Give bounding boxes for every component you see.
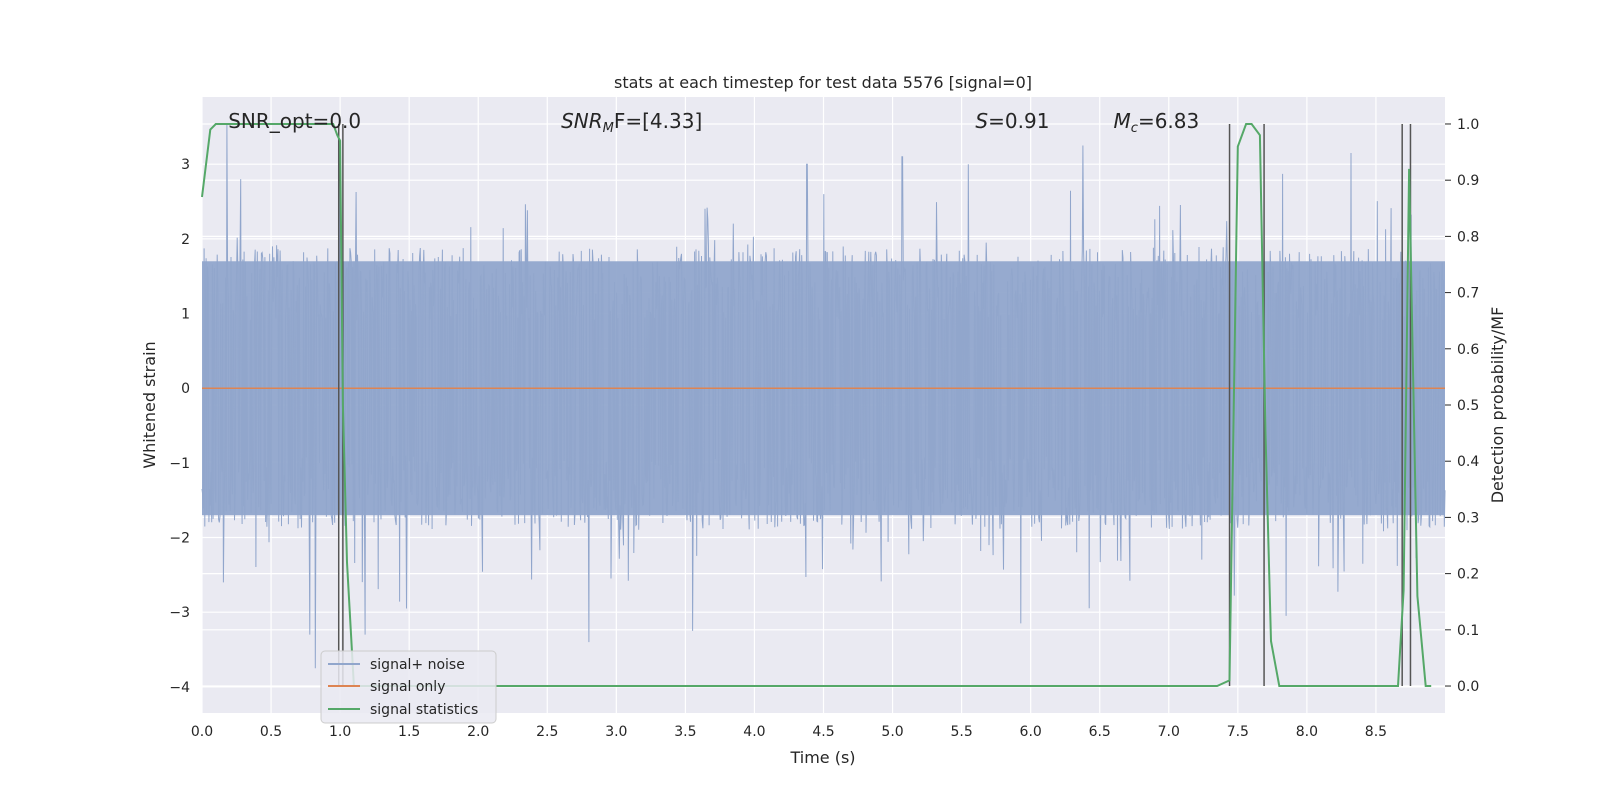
x-tick-label: 3.0 — [605, 724, 627, 740]
y-axis-right-ticks: 0.0 0.1 0.2 0.3 0.4 0.5 0.6 0.7 0.8 0.9 1.0 — [1445, 117, 1479, 695]
legend-label-signal-statistics: signal statistics — [370, 702, 478, 718]
y-axis-label: Whitened strain — [140, 341, 159, 468]
x-axis-ticks: 0.0 0.5 1.0 1.5 2.0 2.5 3.0 3.5 4.0 4.5 5.0 5.5 6.0 6… — [191, 724, 1387, 740]
x-tick-label: 8.0 — [1296, 724, 1318, 740]
x-tick-label: 0.0 — [191, 724, 213, 740]
y-right-tick-label: 0.1 — [1457, 623, 1479, 639]
annotations: SNR_opt=0.0 SNRMF=[4.33] S=0.91 Mc=6.83 — [228, 109, 1199, 136]
y-tick-label: −1 — [169, 456, 190, 472]
annotation-snr-mf: SNRMF=[4.33] — [561, 109, 702, 136]
y-tick-label: −4 — [169, 680, 190, 696]
x-tick-label: 3.5 — [674, 724, 696, 740]
y-right-tick-label: 0.7 — [1457, 286, 1479, 302]
x-axis-label: Time (s) — [789, 748, 855, 767]
annotation-mc-val: Mc=6.83 — [1114, 109, 1200, 136]
x-tick-label: 6.5 — [1089, 724, 1111, 740]
y-tick-label: 3 — [181, 157, 190, 173]
chart-title: stats at each timestep for test data 557… — [614, 73, 1032, 92]
y-right-tick-label: 0.8 — [1457, 229, 1479, 245]
y-axis-right-label: Detection probability/MF — [1488, 307, 1507, 504]
x-tick-label: 0.5 — [260, 724, 282, 740]
y-right-tick-label: 0.2 — [1457, 567, 1479, 583]
x-tick-label: 1.5 — [398, 724, 420, 740]
x-tick-label: 5.0 — [881, 724, 903, 740]
y-right-tick-label: 1.0 — [1457, 117, 1479, 133]
x-tick-label: 7.5 — [1227, 724, 1249, 740]
y-right-tick-label: 0.0 — [1457, 679, 1479, 695]
y-tick-label: −2 — [169, 531, 190, 547]
noise-line — [201, 123, 1446, 669]
y-axis-left-ticks: −4 −3 −2 −1 0 1 2 3 — [169, 157, 190, 696]
x-tick-label: 1.0 — [329, 724, 351, 740]
y-right-tick-label: 0.9 — [1457, 173, 1479, 189]
x-tick-label: 4.5 — [812, 724, 834, 740]
y-right-tick-label: 0.3 — [1457, 510, 1479, 526]
series-signal-statistics — [201, 123, 1432, 687]
y-right-tick-label: 0.4 — [1457, 454, 1479, 470]
x-tick-label: 8.5 — [1365, 724, 1387, 740]
signal-statistics-line — [201, 123, 1432, 687]
x-tick-label: 7.0 — [1158, 724, 1180, 740]
legend-label-signal-noise: signal+ noise — [370, 657, 465, 673]
annotation-snr-opt: SNR_opt=0.0 — [228, 109, 361, 133]
y-right-tick-label: 0.5 — [1457, 398, 1479, 414]
legend: signal+ noise signal only signal statist… — [320, 650, 497, 724]
x-tick-label: 6.0 — [1020, 724, 1042, 740]
y-tick-label: 0 — [181, 381, 190, 397]
y-tick-label: 2 — [181, 232, 190, 248]
x-tick-label: 2.0 — [467, 724, 489, 740]
x-tick-label: 5.5 — [950, 724, 972, 740]
legend-box — [320, 650, 497, 724]
x-tick-label: 2.5 — [536, 724, 558, 740]
annotation-s-val: S=0.91 — [975, 109, 1049, 133]
y-tick-label: −3 — [169, 605, 190, 621]
legend-label-signal-only: signal only — [370, 679, 445, 695]
x-tick-label: 4.0 — [743, 724, 765, 740]
y-right-tick-label: 0.6 — [1457, 342, 1479, 358]
y-tick-label: 1 — [181, 307, 190, 323]
